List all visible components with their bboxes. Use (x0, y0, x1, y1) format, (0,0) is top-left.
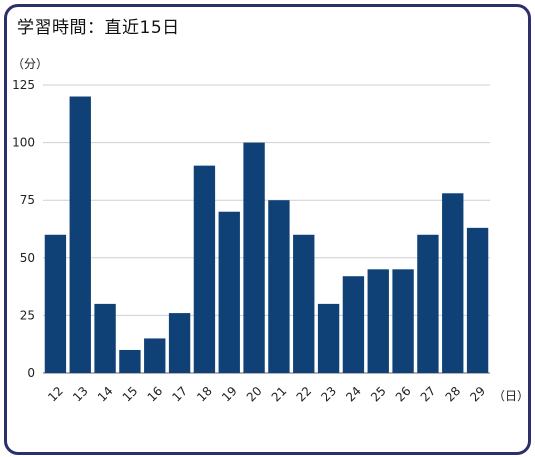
x-tick-label: 17 (169, 384, 190, 405)
x-tick-label: 18 (194, 384, 215, 405)
x-tick-label: 26 (393, 384, 414, 405)
x-tick-label: 27 (418, 384, 439, 405)
x-tick-label: 28 (443, 384, 464, 405)
y-axis-unit: （分） (12, 57, 48, 71)
bars (44, 96, 489, 374)
x-axis-unit: （日） (493, 389, 529, 403)
bar-18 (193, 165, 216, 373)
y-tick-label: 25 (20, 308, 35, 322)
bar-12 (44, 234, 67, 373)
x-tick-label: 16 (145, 384, 166, 405)
gridlines (43, 84, 490, 374)
x-tick-label: 19 (219, 384, 240, 405)
y-tick-label: 125 (12, 78, 35, 92)
x-tick-label: 23 (318, 384, 339, 405)
bar-20 (243, 142, 265, 373)
bar-24 (342, 276, 365, 373)
y-tick-label: 75 (20, 193, 35, 207)
bar-29 (466, 227, 489, 373)
bar-22 (293, 234, 315, 373)
y-tick-label: 100 (12, 136, 35, 150)
bar-21 (268, 200, 290, 373)
x-tick-label: 14 (95, 384, 116, 405)
x-tick-labels: 12 13 14 15 16 17 18 19 20 21 22 23 24 25 26 27 28 29 (45, 384, 488, 405)
x-tick-label: 15 (120, 384, 141, 405)
bar-16 (144, 338, 166, 373)
x-tick-label: 22 (294, 384, 315, 405)
y-tick-label: 50 (20, 251, 35, 265)
bar-25 (367, 269, 389, 373)
x-tick-label: 24 (343, 384, 364, 405)
y-tick-labels: 0 25 50 75 100 125 (12, 78, 35, 380)
chart-title: 学習時間：直近15日 (17, 18, 180, 38)
bar-23 (317, 303, 340, 373)
bar-27 (417, 234, 439, 373)
x-tick-label: 13 (70, 384, 91, 405)
bar-13 (69, 96, 91, 374)
x-tick-label: 21 (269, 384, 290, 405)
y-tick-label: 0 (27, 366, 35, 380)
x-tick-label: 29 (467, 384, 488, 405)
bar-28 (442, 193, 464, 373)
bar-17 (168, 313, 191, 373)
x-tick-label: 12 (45, 384, 66, 405)
x-tick-label: 25 (368, 384, 389, 405)
bar-26 (392, 269, 414, 373)
x-tick-label: 20 (244, 384, 265, 405)
bar-19 (218, 211, 240, 373)
bar-14 (94, 303, 116, 373)
bar-15 (119, 349, 141, 373)
